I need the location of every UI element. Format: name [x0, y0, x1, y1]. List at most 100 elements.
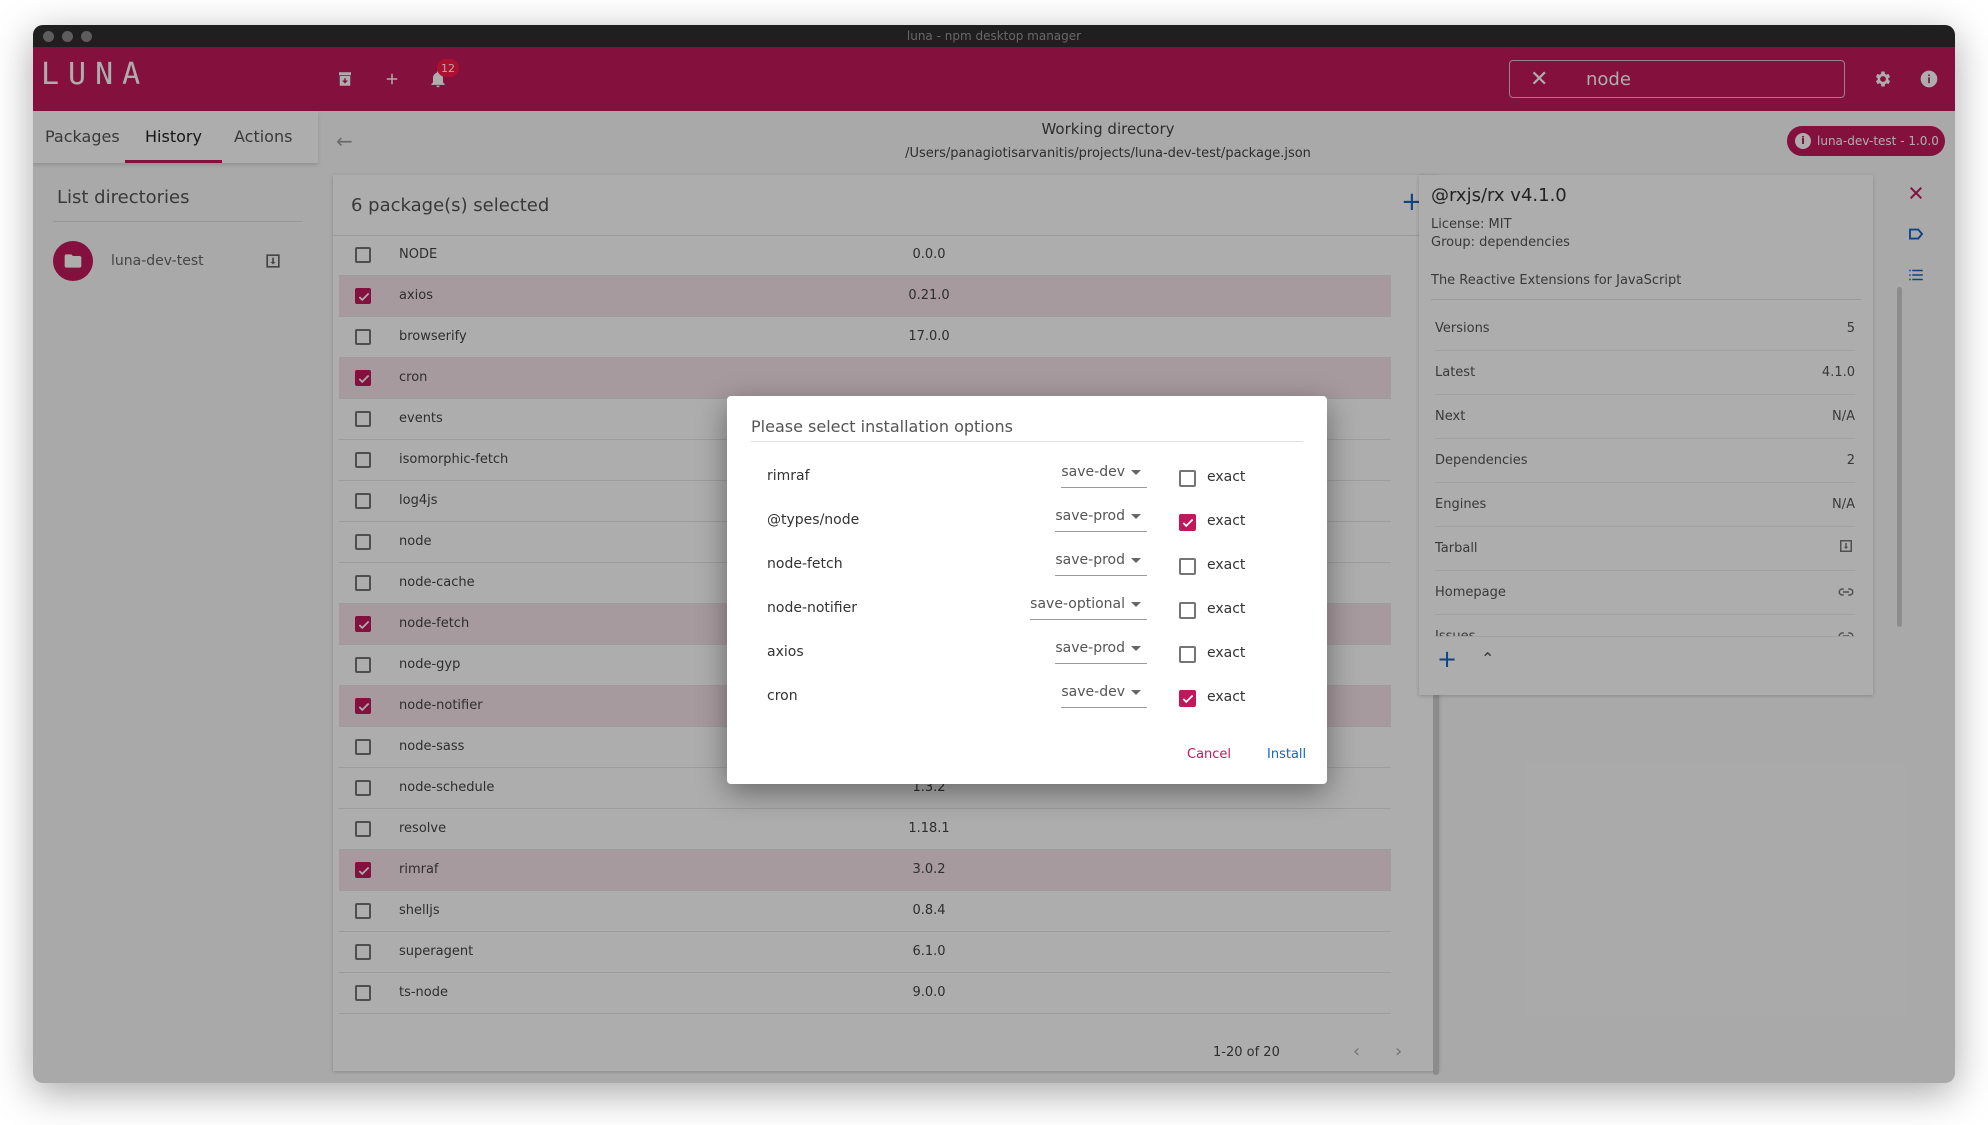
- install-button[interactable]: Install: [1267, 747, 1307, 762]
- package-name: NODE: [399, 247, 438, 262]
- save-type-value: save-optional: [1030, 596, 1125, 612]
- row-checkbox[interactable]: [355, 575, 371, 591]
- row-checkbox[interactable]: [355, 247, 371, 263]
- app-window: luna - npm desktop manager LUNA 12 ✕ Pac…: [33, 25, 1955, 1083]
- plus-icon[interactable]: [378, 65, 406, 93]
- plus-icon[interactable]: +: [1437, 645, 1458, 673]
- package-name: cron: [399, 370, 428, 385]
- row-checkbox[interactable]: [355, 698, 371, 714]
- save-type-value: save-dev: [1061, 684, 1125, 700]
- save-type-value: save-dev: [1061, 464, 1125, 480]
- back-arrow-icon[interactable]: ←: [336, 129, 353, 153]
- divider: [53, 221, 303, 222]
- save-type-select[interactable]: save-prod: [1055, 504, 1147, 532]
- package-name: node-schedule: [399, 780, 495, 795]
- save-type-select[interactable]: save-dev: [1061, 680, 1147, 708]
- table-row[interactable]: browserify 17.0.0: [339, 317, 1391, 358]
- table-row[interactable]: cron: [339, 358, 1391, 399]
- link-icon[interactable]: [1837, 583, 1855, 605]
- table-row[interactable]: superagent 6.1.0: [339, 932, 1391, 973]
- add-package-button[interactable]: +: [1401, 187, 1423, 217]
- archive-icon[interactable]: [331, 65, 359, 93]
- packages-scrollbar[interactable]: [1433, 345, 1439, 1075]
- row-checkbox[interactable]: [355, 370, 371, 386]
- row-checkbox[interactable]: [355, 821, 371, 837]
- table-row[interactable]: node-schedule 1.3.2: [339, 768, 1391, 809]
- row-checkbox[interactable]: [355, 329, 371, 345]
- exact-checkbox[interactable]: [1179, 690, 1196, 707]
- working-directory: Working directory /Users/panagiotisarvan…: [533, 120, 1683, 161]
- minimize-window-button[interactable]: [62, 31, 73, 42]
- app-bar: LUNA 12 ✕: [33, 47, 1955, 111]
- row-checkbox[interactable]: [355, 493, 371, 509]
- search-input[interactable]: [1586, 67, 1826, 91]
- cancel-button[interactable]: Cancel: [1187, 747, 1232, 762]
- row-checkbox[interactable]: [355, 452, 371, 468]
- package-name: ts-node: [399, 985, 449, 1000]
- exact-checkbox[interactable]: [1179, 646, 1196, 663]
- save-type-select[interactable]: save-dev: [1061, 460, 1147, 488]
- tab-packages[interactable]: Packages: [45, 127, 120, 146]
- chevron-down-icon: [1131, 602, 1141, 607]
- row-checkbox[interactable]: [355, 739, 371, 755]
- detail-scrollbar[interactable]: [1897, 287, 1902, 627]
- package-name: isomorphic-fetch: [399, 452, 509, 467]
- label-icon[interactable]: [1903, 221, 1929, 247]
- detail-group: Group: dependencies: [1431, 235, 1570, 250]
- package-name: axios: [767, 644, 804, 660]
- folder-icon[interactable]: [53, 241, 93, 281]
- row-checkbox[interactable]: [355, 944, 371, 960]
- exact-label: exact: [1207, 601, 1246, 617]
- row-checkbox[interactable]: [355, 985, 371, 1001]
- chevron-left-icon[interactable]: ‹: [1353, 1041, 1361, 1062]
- row-checkbox[interactable]: [355, 903, 371, 919]
- table-row[interactable]: shelljs 0.8.4: [339, 891, 1391, 932]
- package-version: 1.18.1: [908, 821, 950, 836]
- info-icon[interactable]: [1915, 65, 1943, 93]
- chevron-up-icon[interactable]: ⌃: [1481, 649, 1495, 668]
- package-name: node-fetch: [767, 556, 843, 572]
- env-chip[interactable]: i luna-dev-test - 1.0.0: [1787, 126, 1945, 156]
- package-detail-card: @rxjs/rx v4.1.0 License: MIT Group: depe…: [1419, 175, 1873, 695]
- row-checkbox[interactable]: [355, 657, 371, 673]
- detail-license: License: MIT: [1431, 217, 1512, 232]
- download-icon[interactable]: [1837, 537, 1855, 559]
- save-type-select[interactable]: save-optional: [1030, 592, 1147, 620]
- dialog-row: cron save-dev exact: [727, 676, 1327, 720]
- close-icon[interactable]: ✕: [1530, 67, 1549, 92]
- detail-row: Engines N/A: [1435, 483, 1855, 527]
- package-name: log4js: [399, 493, 438, 508]
- table-row[interactable]: NODE 0.0.0: [339, 235, 1391, 276]
- package-name: browserify: [399, 329, 467, 344]
- row-checkbox[interactable]: [355, 288, 371, 304]
- dialog-row: node-fetch save-prod exact: [727, 544, 1327, 588]
- detail-row: Homepage: [1435, 571, 1855, 615]
- row-checkbox[interactable]: [355, 616, 371, 632]
- directory-name[interactable]: luna-dev-test: [111, 253, 204, 269]
- exact-checkbox[interactable]: [1179, 602, 1196, 619]
- maximize-window-button[interactable]: [81, 31, 92, 42]
- save-type-select[interactable]: save-prod: [1055, 636, 1147, 664]
- close-window-button[interactable]: [43, 31, 54, 42]
- table-row[interactable]: rimraf 3.0.2: [339, 850, 1391, 891]
- tab-history[interactable]: History: [125, 111, 222, 163]
- save-type-select[interactable]: save-prod: [1055, 548, 1147, 576]
- row-checkbox[interactable]: [355, 534, 371, 550]
- table-row[interactable]: resolve 1.18.1: [339, 809, 1391, 850]
- exact-checkbox[interactable]: [1179, 514, 1196, 531]
- table-row[interactable]: ts-node 9.0.0: [339, 973, 1391, 1014]
- exact-checkbox[interactable]: [1179, 470, 1196, 487]
- row-checkbox[interactable]: [355, 862, 371, 878]
- row-checkbox[interactable]: [355, 780, 371, 796]
- gear-icon[interactable]: [1869, 65, 1897, 93]
- exact-checkbox[interactable]: [1179, 558, 1196, 575]
- chevron-right-icon[interactable]: ›: [1395, 1041, 1403, 1062]
- archive-icon[interactable]: [263, 251, 283, 271]
- link-icon[interactable]: [1837, 627, 1855, 636]
- row-checkbox[interactable]: [355, 411, 371, 427]
- package-name: axios: [399, 288, 433, 303]
- table-row[interactable]: axios 0.21.0: [339, 276, 1391, 317]
- list-icon[interactable]: [1903, 262, 1929, 288]
- close-icon[interactable]: [1903, 180, 1929, 206]
- tab-actions[interactable]: Actions: [234, 127, 293, 146]
